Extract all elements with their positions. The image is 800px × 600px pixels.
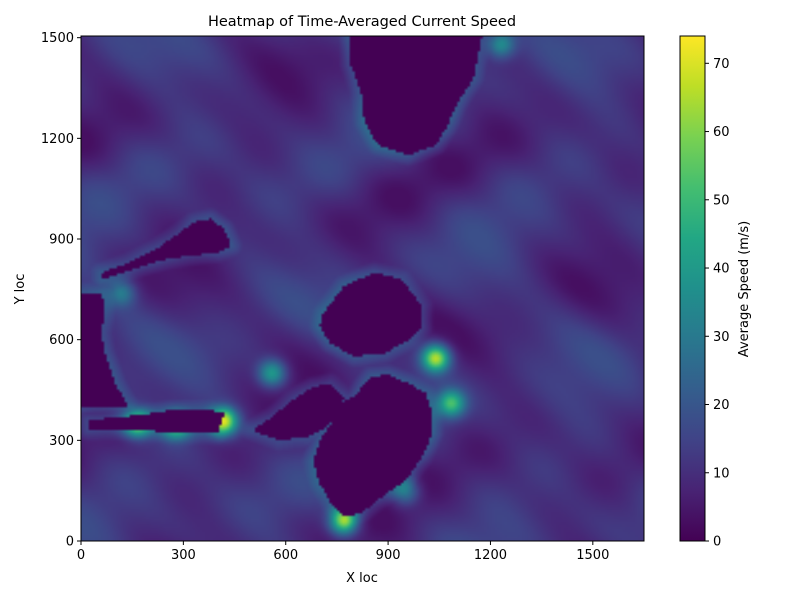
x-tick-label: 300 — [171, 548, 196, 563]
plot-frame — [80, 35, 645, 542]
colorbar-tick-label: 50 — [713, 193, 730, 208]
colorbar-tick-label: 40 — [713, 262, 730, 277]
colorbar-tick-label: 30 — [713, 330, 730, 345]
y-tick-label: 1200 — [41, 132, 74, 147]
colorbar-tick-label: 20 — [713, 398, 730, 413]
colorbar-tick-label: 0 — [713, 535, 721, 550]
chart-title: Heatmap of Time-Averaged Current Speed — [208, 14, 516, 30]
y-tick-label: 0 — [66, 535, 74, 550]
colorbar-tick-label: 10 — [713, 466, 730, 481]
x-tick-label: 600 — [273, 548, 298, 563]
colorbar-tick-label: 60 — [713, 125, 730, 140]
colorbar-gradient — [679, 35, 706, 542]
colorbar-tick-label: 70 — [713, 57, 730, 72]
y-tick-label: 1500 — [41, 31, 74, 46]
x-tick-label: 900 — [376, 548, 401, 563]
y-tick-label: 300 — [49, 434, 74, 449]
y-axis-label: Y loc — [13, 274, 28, 306]
colorbar-label: Average Speed (m/s) — [737, 221, 752, 357]
x-tick-label: 0 — [77, 548, 85, 563]
x-axis: 0 300 600 900 1200 1500 — [77, 541, 609, 563]
heatmap-image — [81, 36, 644, 541]
x-axis-label: X loc — [346, 571, 378, 586]
y-tick-label: 900 — [49, 233, 74, 248]
y-tick-label: 600 — [49, 333, 74, 348]
colorbar-ticks: 0 10 20 30 40 50 60 70 — [705, 57, 730, 550]
y-axis: 0 300 600 900 1200 1500 — [41, 31, 81, 550]
x-tick-label: 1500 — [576, 548, 609, 563]
plot-area — [80, 35, 645, 542]
colorbar: 0 10 20 30 40 50 60 70 Average Speed (m/s) — [679, 35, 752, 550]
x-tick-label: 1200 — [474, 548, 507, 563]
